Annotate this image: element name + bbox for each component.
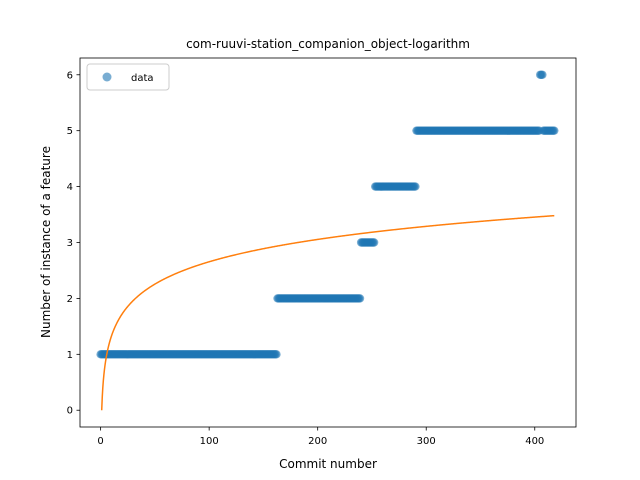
y-tick-label: 2 <box>67 294 73 305</box>
chart-title: com-ruuvi-station_companion_object-logar… <box>186 37 470 51</box>
x-tick-label: 0 <box>97 436 103 447</box>
data-point <box>369 238 379 247</box>
data-point <box>538 70 547 79</box>
x-tick-label: 300 <box>417 436 436 447</box>
plot-marks <box>96 70 559 411</box>
data-point <box>411 182 420 191</box>
data-point <box>272 350 281 359</box>
x-tick-label: 400 <box>525 436 544 447</box>
y-axis-label: Number of instance of a feature <box>39 146 53 338</box>
legend-label-data: data <box>131 73 154 84</box>
fit-line <box>100 214 555 411</box>
data-point <box>355 294 365 303</box>
y-tick-label: 0 <box>67 406 73 417</box>
y-tick-label: 4 <box>67 182 73 193</box>
y-axis: 0 1 2 3 4 5 6 <box>67 70 80 417</box>
y-tick-label: 6 <box>67 70 73 81</box>
x-tick-label: 100 <box>200 436 219 447</box>
x-axis-label: Commit number <box>279 457 377 471</box>
legend-box <box>86 63 170 91</box>
y-tick-label: 3 <box>67 238 73 249</box>
x-axis: 0 100 200 300 400 <box>97 427 544 447</box>
data-point <box>550 126 559 135</box>
legend-marker-data <box>102 72 112 82</box>
y-tick-label: 5 <box>67 126 73 137</box>
legend: data <box>86 63 170 91</box>
y-tick-label: 1 <box>67 350 73 361</box>
x-tick-label: 200 <box>308 436 327 447</box>
